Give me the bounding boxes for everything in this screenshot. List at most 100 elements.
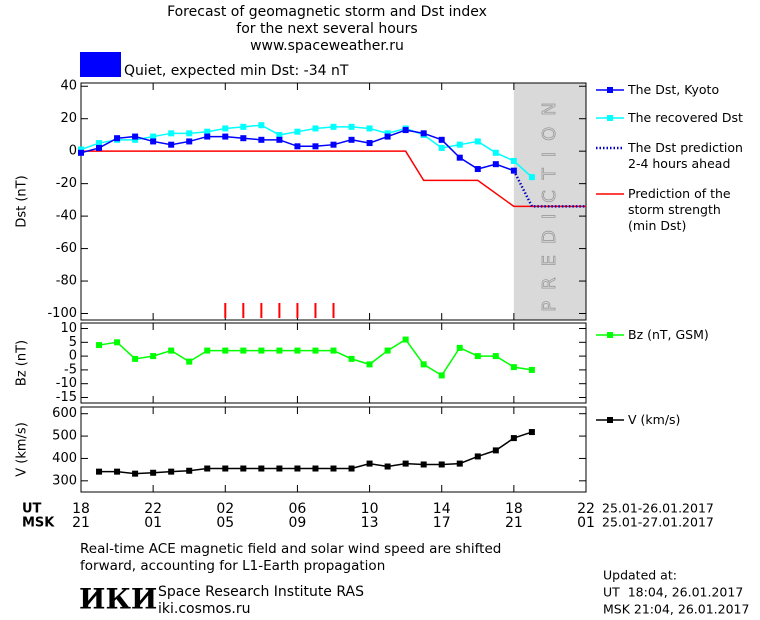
data-point: [150, 133, 157, 140]
data-point: [240, 465, 247, 472]
y-tick-label: -5: [64, 362, 77, 377]
data-point: [366, 125, 373, 132]
data-point: [474, 353, 481, 360]
y-tick-label: 500: [52, 429, 77, 444]
x-tick-label-msk: 01: [577, 515, 595, 531]
data-point: [294, 128, 301, 135]
data-point: [474, 166, 481, 173]
row-label: MSK: [22, 516, 55, 531]
data-point: [294, 143, 301, 150]
series-line: [80, 129, 515, 172]
data-point: [240, 135, 247, 142]
data-point: [132, 470, 139, 477]
legend-label: Bz (nT, GSM): [628, 327, 709, 342]
x-tick-label-msk: 17: [433, 515, 451, 531]
y-tick-label: -10: [56, 376, 77, 391]
y-tick-label: 400: [52, 451, 77, 466]
y-tick-label: -15: [56, 390, 77, 405]
data-point: [312, 125, 319, 132]
y-axis-title: Dst (nT): [15, 175, 30, 227]
data-point: [330, 141, 337, 148]
panel-frame: [80, 406, 587, 493]
data-point: [384, 133, 391, 140]
data-point: [312, 143, 319, 150]
series-line: [80, 124, 533, 178]
legend-label: The Dst, Kyoto: [627, 82, 719, 97]
data-point: [294, 465, 301, 472]
data-point: [438, 461, 445, 468]
updated: Updated at:: [603, 568, 677, 583]
data-point: [132, 355, 139, 362]
data-point: [312, 465, 319, 472]
data-point: [222, 125, 229, 132]
updated: MSK 21:04, 26.01.2017: [603, 602, 749, 617]
data-point: [366, 460, 373, 467]
title: Forecast of geomagnetic storm and Dst in…: [167, 4, 487, 20]
data-point: [168, 141, 175, 148]
note: forward, accounting for L1-Earth propaga…: [80, 558, 385, 574]
x-tick-label: 02: [216, 501, 234, 517]
data-point: [258, 347, 265, 354]
y-tick-label: -60: [56, 241, 77, 256]
data-point: [366, 361, 373, 368]
data-point: [204, 128, 211, 135]
y-tick-label: 5: [69, 335, 77, 350]
data-point: [222, 347, 229, 354]
data-point: [384, 347, 391, 354]
prediction-label: PREDICTION: [539, 91, 560, 311]
data-point: [168, 468, 175, 475]
x-tick-label: 18: [72, 501, 90, 517]
data-point: [96, 144, 103, 151]
data-point: [438, 144, 445, 151]
legend-label: The Dst prediction 2-4 hours ahead: [627, 140, 743, 171]
data-point: [510, 364, 517, 371]
y-tick-label: 20: [60, 111, 77, 126]
data-point: [330, 123, 337, 130]
y-axis-title: Bz (nT): [15, 340, 30, 386]
data-point: [132, 136, 139, 143]
data-point: [240, 347, 247, 354]
series-line: [81, 150, 586, 208]
data-point: [150, 353, 157, 360]
x-tick-label-msk: 09: [289, 515, 307, 531]
data-point: [96, 342, 103, 349]
data-point: [132, 133, 139, 140]
x-tick-label-msk: 05: [216, 515, 234, 531]
url: iki.cosmos.ru: [158, 601, 250, 617]
data-point: [330, 465, 337, 472]
data-point: [186, 138, 193, 145]
data-point: [528, 366, 535, 373]
data-point: [150, 469, 157, 476]
prediction-zone: [513, 83, 586, 320]
data-point: [240, 123, 247, 130]
data-point: [96, 468, 103, 475]
data-point: [186, 358, 193, 365]
data-point: [348, 465, 355, 472]
y-tick-label: -20: [56, 176, 77, 191]
y-tick-label: 0: [69, 144, 77, 159]
data-point: [276, 136, 283, 143]
data-point: [456, 154, 463, 161]
data-point: [366, 140, 373, 147]
data-point: [384, 463, 391, 470]
data-point: [420, 361, 427, 368]
legend-label: Prediction of the storm strength (min Dst): [628, 186, 731, 233]
legend-label: The recovered Dst: [627, 110, 743, 125]
data-point: [312, 347, 319, 354]
x-tick-label: 10: [361, 501, 379, 517]
data-point: [492, 447, 499, 454]
x-tick-label: 22: [144, 501, 162, 517]
data-point: [186, 467, 193, 474]
data-point: [438, 136, 445, 143]
data-point: [150, 138, 157, 145]
legend-marker: [607, 115, 613, 121]
data-point: [348, 123, 355, 130]
x-tick-label: 06: [289, 501, 307, 517]
data-point: [528, 174, 535, 181]
row-label: UT: [22, 502, 42, 517]
logo: ИКИ: [79, 583, 157, 616]
data-point: [402, 336, 409, 343]
y-tick-label: 600: [52, 406, 77, 421]
data-point: [420, 130, 427, 137]
